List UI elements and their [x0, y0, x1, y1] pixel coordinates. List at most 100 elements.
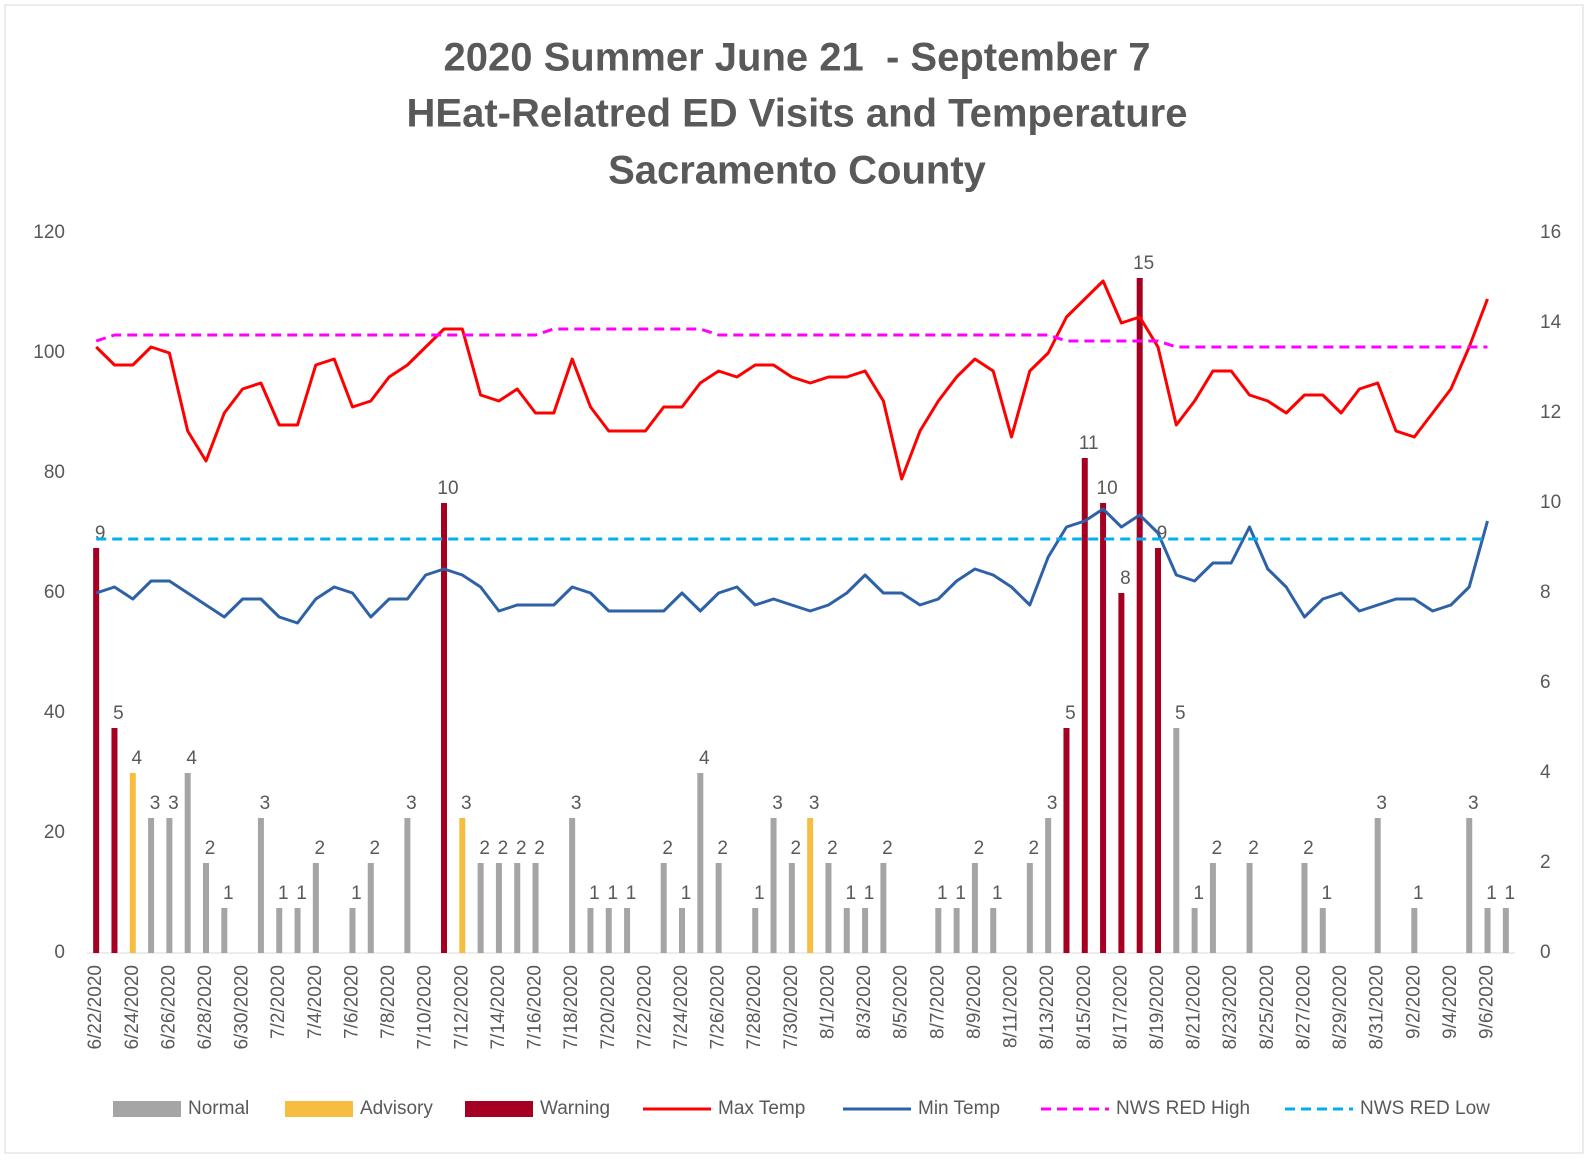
x-tick-label: 8/17/2020: [1110, 965, 1131, 1050]
y2-tick-label: 14: [1540, 312, 1562, 333]
bar: [1063, 728, 1070, 953]
x-tick-label: 7/8/2020: [378, 965, 399, 1039]
bar: [788, 863, 795, 953]
bar: [257, 818, 264, 953]
y-tick-label: 40: [44, 702, 65, 723]
bar: [752, 908, 759, 953]
line: [95, 507, 1489, 625]
legend-label: Advisory: [360, 1098, 433, 1119]
data-label: 3: [809, 793, 820, 814]
bar: [660, 863, 667, 953]
x-tick-label: 8/5/2020: [891, 965, 912, 1039]
bar: [971, 863, 978, 953]
x-tick-label: 8/11/2020: [1001, 965, 1022, 1048]
bar: [697, 773, 704, 953]
bar: [203, 863, 209, 953]
bar: [990, 908, 997, 953]
data-label: 1: [607, 883, 618, 904]
x-tick-label: 7/24/2020: [671, 965, 692, 1050]
bar: [514, 863, 521, 953]
bar: [569, 818, 576, 953]
data-label: 2: [827, 838, 838, 859]
legend-label: Min Temp: [918, 1098, 1000, 1119]
y-tick-label: 80: [44, 462, 65, 483]
bar: [294, 908, 301, 953]
x-tick-label: 8/15/2020: [1074, 965, 1095, 1050]
data-label: 1: [1413, 883, 1424, 904]
data-label: 2: [516, 838, 527, 859]
x-tick-label: 9/6/2020: [1477, 965, 1498, 1039]
bar: [367, 863, 374, 953]
data-label: 9: [1157, 523, 1168, 544]
x-tick-label: 7/4/2020: [305, 965, 326, 1039]
data-label: 1: [754, 883, 765, 904]
x-tick-label: 8/29/2020: [1330, 965, 1351, 1050]
data-label: 2: [315, 838, 326, 859]
bar: [679, 908, 685, 953]
legend-swatch: [465, 1101, 533, 1117]
data-label: 10: [437, 478, 458, 499]
data-label: 2: [205, 838, 216, 859]
bar: [807, 818, 814, 953]
x-tick-label: 8/3/2020: [854, 965, 875, 1039]
x-tick-label: 9/2/2020: [1403, 965, 1424, 1039]
x-tick-label: 6/26/2020: [158, 965, 179, 1050]
data-label: 1: [992, 883, 1003, 904]
bar: [1136, 278, 1143, 953]
data-label: 3: [1468, 793, 1479, 814]
data-label: 10: [1097, 478, 1118, 499]
legend-label: Normal: [188, 1098, 249, 1119]
data-label: 1: [223, 883, 234, 904]
bar: [111, 728, 118, 953]
data-label: 3: [168, 793, 179, 814]
x-tick-label: 6/22/2020: [85, 965, 106, 1050]
bar: [1246, 863, 1253, 953]
x-tick-label: 6/24/2020: [122, 965, 143, 1050]
data-label: 3: [260, 793, 271, 814]
y-tick-label: 100: [33, 342, 65, 363]
chart-title: HEat-Relatred ED Visits and Temperature: [407, 92, 1188, 136]
bar: [1466, 818, 1473, 953]
data-label: 1: [589, 883, 600, 904]
bar: [1155, 548, 1161, 953]
x-tick-label: 7/2/2020: [268, 965, 289, 1039]
data-label: 8: [1120, 568, 1131, 589]
line: [95, 279, 1489, 481]
x-tick-label: 8/31/2020: [1367, 965, 1388, 1050]
bar: [624, 908, 631, 953]
data-label: 3: [1047, 793, 1058, 814]
bar: [935, 908, 942, 953]
bar: [1411, 908, 1418, 953]
bar: [349, 908, 356, 953]
bar: [184, 773, 191, 953]
bar: [1100, 503, 1107, 953]
bar: [1191, 908, 1198, 953]
x-tick-label: 8/1/2020: [817, 965, 838, 1039]
y-tick-label: 20: [44, 822, 65, 843]
bar: [93, 548, 100, 953]
data-label: 1: [351, 883, 362, 904]
bar: [1301, 863, 1308, 953]
bar: [532, 863, 539, 953]
bar: [880, 863, 887, 953]
y2-tick-label: 6: [1540, 672, 1551, 693]
data-label: 1: [1193, 883, 1204, 904]
bar: [495, 863, 502, 953]
chart-title: 2020 Summer June 21 - September 7: [444, 36, 1151, 80]
bar: [1374, 818, 1381, 953]
line: [95, 327, 1488, 349]
legend-label: NWS RED Low: [1360, 1098, 1490, 1119]
y2-tick-label: 16: [1540, 222, 1561, 243]
bar: [166, 818, 173, 953]
data-label: 2: [1303, 838, 1314, 859]
data-label: 2: [717, 838, 728, 859]
data-label: 1: [296, 883, 307, 904]
x-tick-label: 8/21/2020: [1184, 965, 1205, 1050]
data-label: 5: [1175, 703, 1186, 724]
legend-swatch: [113, 1101, 181, 1117]
x-tick-label: 7/30/2020: [781, 965, 802, 1050]
data-label: 2: [369, 838, 380, 859]
data-label: 1: [845, 883, 856, 904]
y-tick-label: 0: [54, 942, 65, 963]
bar: [1319, 908, 1326, 953]
